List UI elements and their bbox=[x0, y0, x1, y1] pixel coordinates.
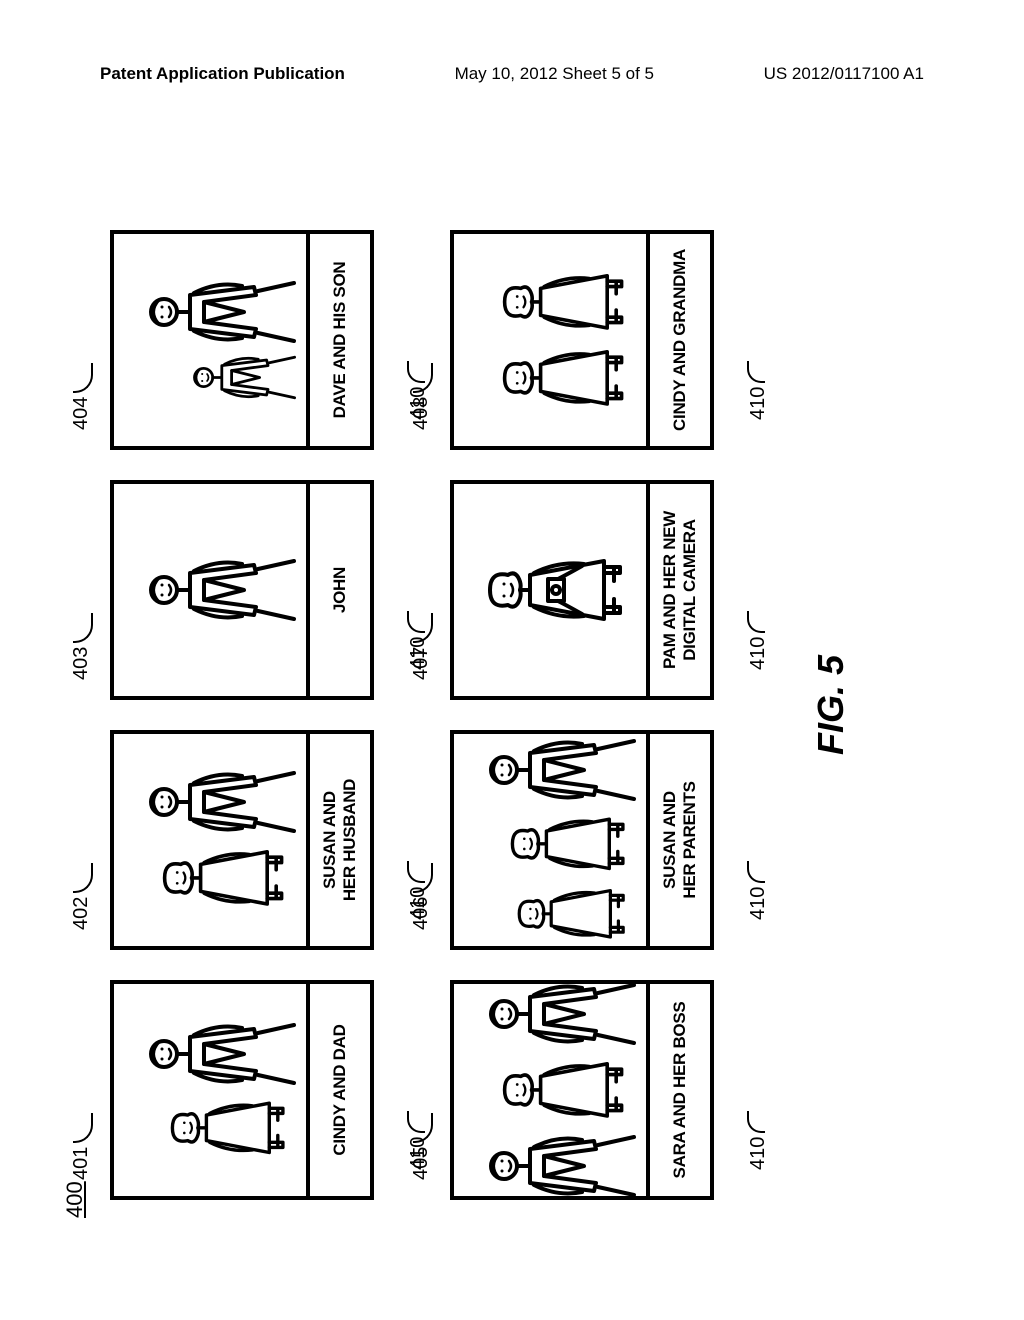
panel: 401 CINDY AND bbox=[110, 980, 390, 1200]
panel: 405 bbox=[450, 980, 730, 1200]
male-person-icon bbox=[486, 979, 636, 1049]
header-right: US 2012/0117100 A1 bbox=[764, 64, 924, 84]
female-person-icon bbox=[169, 1095, 297, 1161]
caption: CINDY AND DAD bbox=[310, 980, 374, 1200]
panel: 403 JOHN410 bbox=[110, 480, 390, 700]
female-person-icon bbox=[501, 267, 636, 337]
caption-ref: 410 bbox=[747, 611, 770, 670]
image-box bbox=[450, 480, 650, 700]
caption: JOHN bbox=[310, 480, 374, 700]
figure-inner: 400 401 CI bbox=[110, 180, 900, 1210]
male-person-icon bbox=[146, 1019, 296, 1089]
panel: 407 PAM AND HER NEWDIGITAL CAMERA410 bbox=[450, 480, 730, 700]
caption-ref: 410 bbox=[747, 1111, 770, 1170]
male-person-icon bbox=[146, 555, 296, 625]
female-person-icon bbox=[161, 843, 296, 913]
image-box bbox=[110, 980, 310, 1200]
gallery: 401 CINDY AND bbox=[110, 180, 730, 1210]
figure-label: FIG. 5 bbox=[810, 655, 852, 755]
image-box bbox=[110, 230, 310, 450]
panel-ref: 401 bbox=[70, 1113, 93, 1180]
male-person-icon bbox=[191, 354, 296, 403]
male-person-icon bbox=[146, 278, 296, 348]
caption: PAM AND HER NEWDIGITAL CAMERA bbox=[650, 480, 714, 700]
panel: 406 bbox=[450, 730, 730, 950]
panel-ref: 407 bbox=[410, 613, 433, 680]
caption: SUSAN ANDHER PARENTS bbox=[650, 730, 714, 950]
image-box bbox=[110, 480, 310, 700]
panel: 404 DAVE AND HIS SON4 bbox=[110, 230, 390, 450]
female-person-icon bbox=[509, 811, 637, 877]
caption-ref: 410 bbox=[747, 361, 770, 420]
panel-ref: 404 bbox=[70, 363, 93, 430]
female-camera-person-icon bbox=[486, 551, 636, 629]
header-center: May 10, 2012 Sheet 5 of 5 bbox=[455, 64, 654, 84]
male-person-icon bbox=[486, 1131, 636, 1201]
male-person-icon bbox=[146, 767, 296, 837]
overall-ref: 400 bbox=[62, 1181, 88, 1218]
panel-ref: 402 bbox=[70, 863, 93, 930]
female-person-icon bbox=[501, 1055, 636, 1125]
image-box bbox=[450, 730, 650, 950]
image-box bbox=[450, 230, 650, 450]
panel: 408 CIN bbox=[450, 230, 730, 450]
caption-ref: 410 bbox=[747, 861, 770, 920]
panel-ref: 406 bbox=[410, 863, 433, 930]
caption: SUSAN ANDHER HUSBAND bbox=[310, 730, 374, 950]
header-left: Patent Application Publication bbox=[100, 64, 345, 84]
panel-ref: 405 bbox=[410, 1113, 433, 1180]
female-person-icon bbox=[516, 883, 636, 945]
page-header: Patent Application Publication May 10, 2… bbox=[0, 64, 1024, 84]
image-box bbox=[450, 980, 650, 1200]
panel: 402 SUSAN ANDH bbox=[110, 730, 390, 950]
image-box bbox=[110, 730, 310, 950]
male-person-icon bbox=[486, 735, 636, 805]
female-person-icon bbox=[501, 343, 636, 413]
panel-ref: 408 bbox=[410, 363, 433, 430]
figure-area: 400 401 CI bbox=[0, 300, 1024, 1090]
caption: DAVE AND HIS SON bbox=[310, 230, 374, 450]
caption: CINDY AND GRANDMA bbox=[650, 230, 714, 450]
panel-ref: 403 bbox=[70, 613, 93, 680]
caption: SARA AND HER BOSS bbox=[650, 980, 714, 1200]
